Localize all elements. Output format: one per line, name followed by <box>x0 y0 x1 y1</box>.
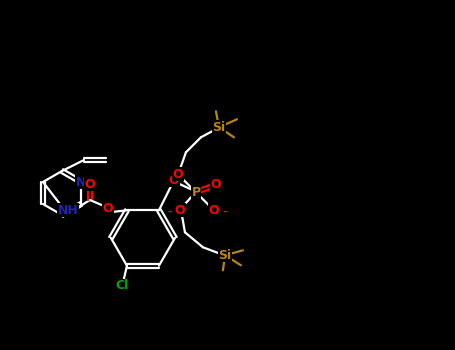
Text: O: O <box>175 204 185 217</box>
Text: O: O <box>85 177 95 190</box>
Text: Si: Si <box>212 121 226 134</box>
Text: O: O <box>209 204 219 217</box>
Text: N: N <box>76 175 86 189</box>
Text: O: O <box>169 174 179 187</box>
Text: O: O <box>172 168 183 181</box>
Text: -: - <box>167 206 172 216</box>
Text: O: O <box>211 178 221 191</box>
Text: Si: Si <box>218 249 232 262</box>
Text: O: O <box>103 202 113 215</box>
Text: NH: NH <box>58 203 78 217</box>
Text: P: P <box>192 186 201 199</box>
Text: -: - <box>222 206 227 216</box>
Text: Cl: Cl <box>115 279 129 292</box>
